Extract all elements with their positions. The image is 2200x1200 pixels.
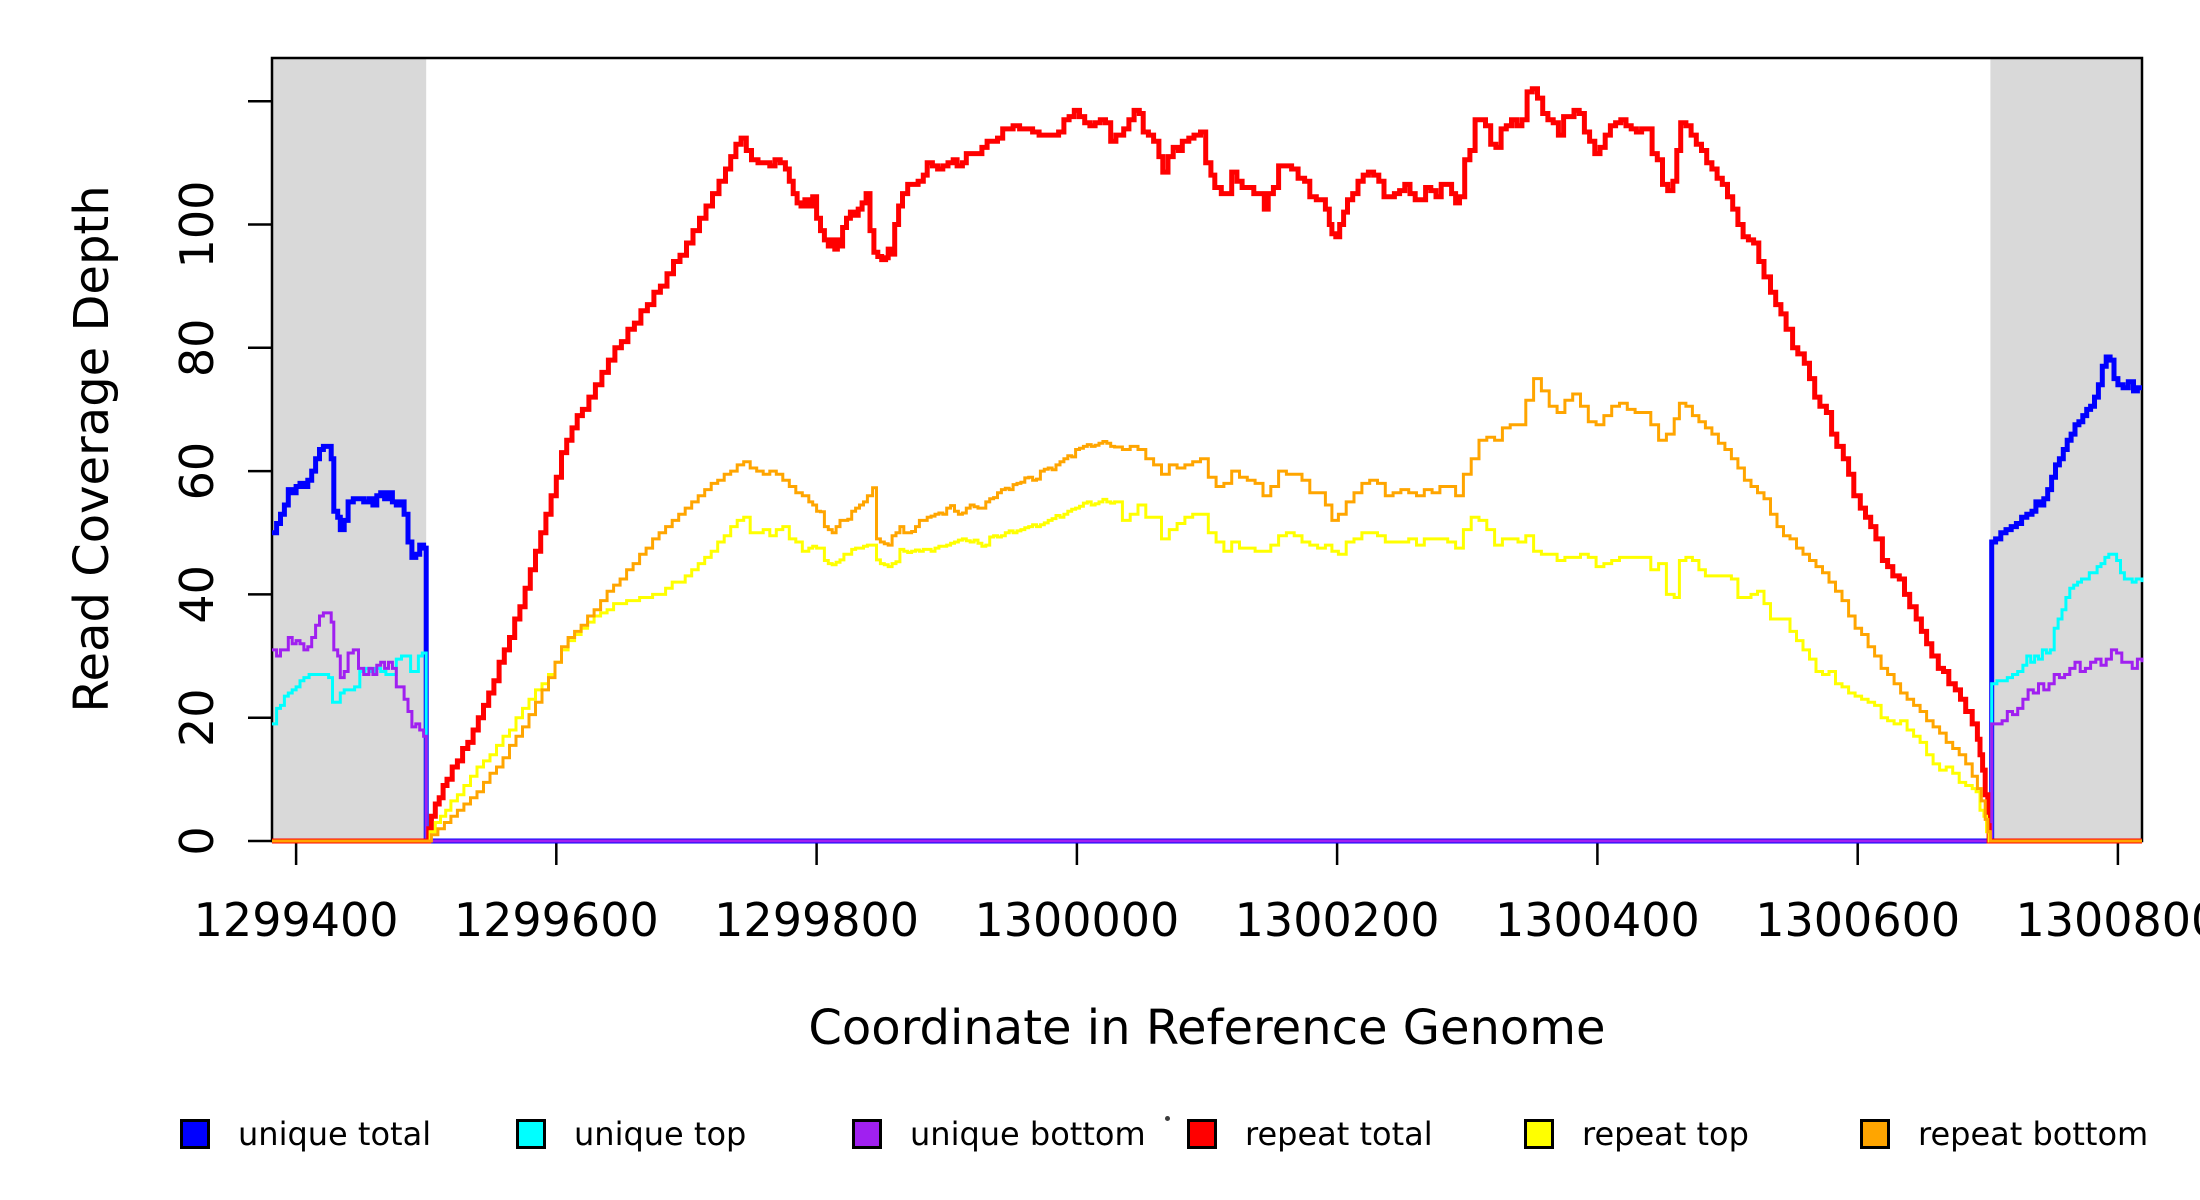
- legend-item-unique-total: unique total: [180, 1115, 432, 1153]
- legend-label-unique-top: unique top: [574, 1115, 747, 1153]
- legend-swatch-unique-top: [516, 1119, 546, 1149]
- legend-label-repeat-bottom: repeat bottom: [1918, 1115, 2149, 1153]
- legend-swatch-unique-total: [180, 1119, 210, 1149]
- y-tick-label: 40: [170, 565, 224, 624]
- x-tick-label: 1300800: [2015, 893, 2200, 947]
- plot-layer: 1299400 1299600 1299800 1300000 1300200 13004…: [170, 56, 2200, 947]
- legend-swatch-unique-bottom: [852, 1119, 882, 1149]
- series-unique-bottom: [272, 611, 2144, 843]
- y-tick-label: 100: [170, 181, 224, 269]
- legend-swatch-repeat-total: [1187, 1119, 1217, 1149]
- legend: unique total unique top unique bottom repea…: [0, 0, 2200, 1153]
- y-tick-label: 20: [170, 688, 224, 747]
- stray-mark: [1165, 1116, 1170, 1121]
- legend-item-repeat-bottom: repeat bottom: [1860, 1115, 2149, 1153]
- series-unique-top: [272, 552, 2144, 843]
- legend-item-unique-top: unique top: [516, 1115, 747, 1153]
- legend-label-unique-total: unique total: [238, 1115, 432, 1153]
- legend-label-unique-bottom: unique bottom: [910, 1115, 1146, 1153]
- y-tick-label: 0: [170, 826, 224, 855]
- y-axis-title: Read Coverage Depth: [64, 185, 120, 712]
- legend-item-repeat-total: repeat total: [1187, 1115, 1433, 1153]
- y-tick-label: 60: [170, 442, 224, 501]
- legend-swatch-repeat-top: [1524, 1119, 1554, 1149]
- legend-item-repeat-top: repeat top: [1524, 1115, 1749, 1153]
- series-unique-total: [272, 354, 2142, 844]
- x-tick-label: 1299800: [714, 893, 919, 947]
- x-tick-label: 1299400: [194, 893, 399, 947]
- legend-label-repeat-top: repeat top: [1582, 1115, 1749, 1153]
- x-tick-label: 1300400: [1495, 893, 1700, 947]
- series-repeat-total: [272, 86, 2142, 844]
- shaded-region-0: [272, 58, 427, 841]
- x-tick-label: 1299600: [454, 893, 659, 947]
- y-tick-label: 80: [170, 319, 224, 378]
- legend-swatch-repeat-bottom: [1860, 1119, 1890, 1149]
- x-tick-label: 1300600: [1755, 893, 1960, 947]
- series-repeat-bottom: [272, 377, 2142, 843]
- series-repeat-top: [272, 497, 2142, 843]
- legend-item-unique-bottom: unique bottom: [852, 1115, 1146, 1153]
- x-axis-title: Coordinate in Reference Genome: [808, 1000, 1605, 1056]
- plot-box: [270, 56, 2144, 843]
- legend-label-repeat-total: repeat total: [1245, 1115, 1433, 1153]
- x-tick-label: 1300000: [974, 893, 1179, 947]
- x-tick-label: 1300200: [1235, 893, 1440, 947]
